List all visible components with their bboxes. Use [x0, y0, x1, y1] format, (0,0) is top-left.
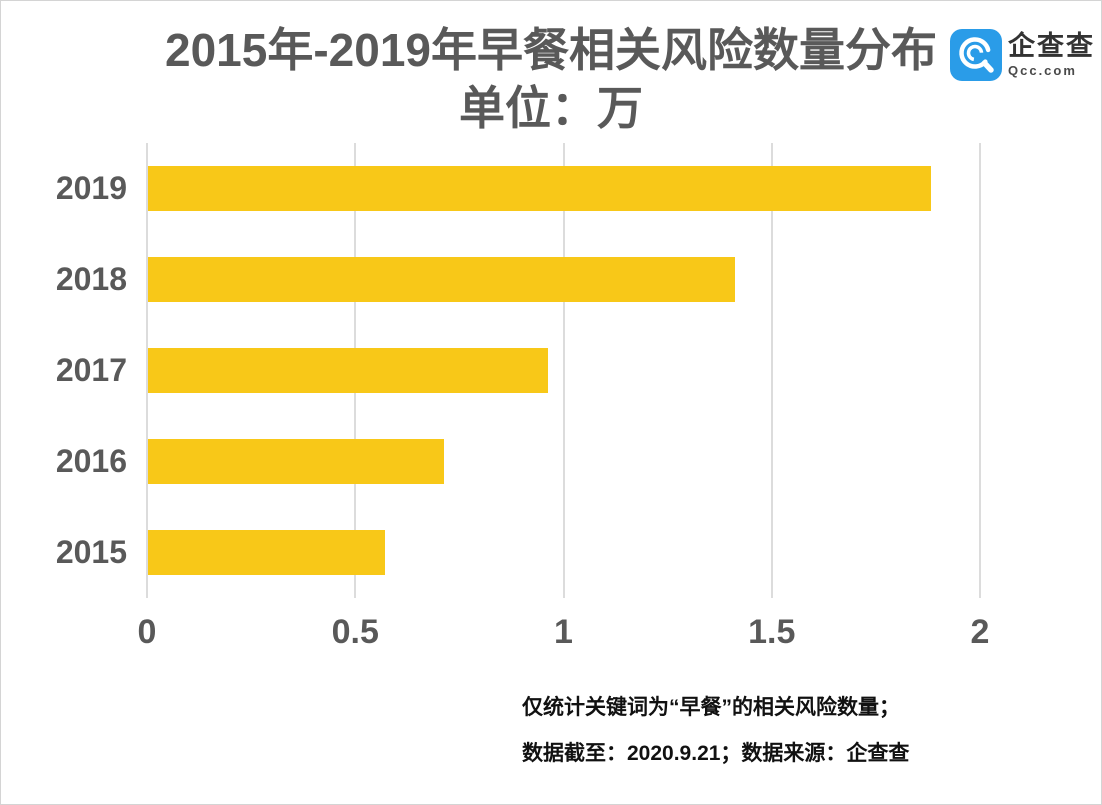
x-tick-1: 1	[554, 613, 573, 651]
bar-2017	[148, 348, 548, 393]
chart-header: 2015年-2019年早餐相关风险数量分布 单位：万 企查查 Qcc.com	[1, 21, 1101, 137]
x-axis-labels: 0 0.5 1 1.5 2	[138, 607, 1099, 657]
bar-2018	[148, 257, 736, 302]
y-tick-2015: 2015	[55, 534, 127, 570]
chart-title: 2015年-2019年早餐相关风险数量分布	[165, 24, 937, 76]
y-tick-2017: 2017	[55, 352, 127, 388]
y-tick-2019: 2019	[55, 170, 127, 206]
gridline-1	[562, 143, 565, 598]
qcc-logo-text: 企查查 Qcc.com	[1008, 31, 1095, 78]
qcc-brand-name: 企查查	[1008, 31, 1095, 61]
qcc-logo: 企查查 Qcc.com	[950, 29, 1095, 81]
footnote-line-1: 仅统计关键词为“早餐”的相关风险数量；	[522, 696, 900, 719]
footnote-line-2: 数据截至：2020.9.21；数据来源：企查查	[522, 742, 910, 765]
y-tick-2018: 2018	[55, 261, 127, 297]
gridline-2	[979, 143, 981, 598]
chart-subtitle: 单位：万	[459, 82, 643, 134]
plot-area	[146, 143, 1099, 598]
bar-2015	[148, 530, 386, 575]
x-tick-1.5: 1.5	[748, 613, 796, 651]
qcc-brand-domain: Qcc.com	[1008, 63, 1077, 78]
x-tick-0.5: 0.5	[331, 613, 379, 651]
gridline-0	[146, 143, 148, 598]
y-tick-2016: 2016	[55, 443, 127, 479]
gridline-1.5	[770, 143, 773, 598]
qcc-magnifier-icon	[950, 29, 1002, 81]
footnote: 仅统计关键词为“早餐”的相关风险数量； 数据截至：2020.9.21；数据来源：…	[522, 685, 909, 777]
bar-2016	[148, 439, 444, 484]
x-tick-0: 0	[137, 613, 157, 651]
x-tick-2: 2	[970, 613, 990, 651]
bar-2019	[148, 166, 932, 211]
y-axis-labels: 2019 2018 2017 2016 2015	[1, 143, 129, 598]
